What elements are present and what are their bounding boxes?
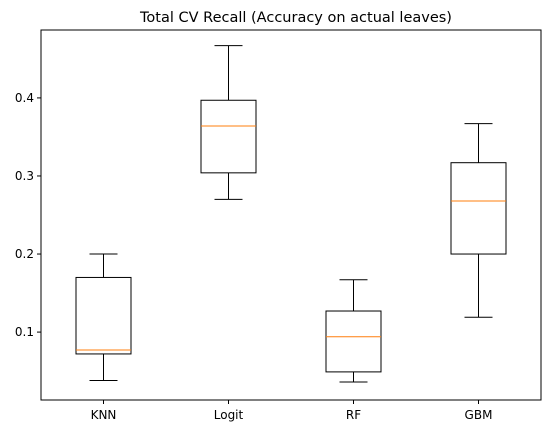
x-tick-label: GBM bbox=[465, 408, 493, 422]
box-group-knn bbox=[75, 253, 132, 381]
plot-area bbox=[75, 45, 507, 383]
y-tick-label: 0.4 bbox=[15, 91, 34, 105]
axes-frame bbox=[40, 29, 542, 401]
x-tick-label: RF bbox=[346, 408, 361, 422]
box-iqr bbox=[325, 310, 382, 373]
x-tick-label: KNN bbox=[91, 408, 117, 422]
y-tick-label: 0.1 bbox=[15, 325, 34, 339]
box-iqr bbox=[75, 276, 132, 355]
y-tick-label: 0.3 bbox=[15, 169, 34, 183]
box-group-gbm bbox=[450, 123, 507, 318]
x-tick-label: Logit bbox=[214, 408, 244, 422]
box-group-logit bbox=[200, 45, 257, 200]
box-iqr bbox=[200, 99, 257, 174]
y-tick-label: 0.2 bbox=[15, 247, 34, 261]
box-iqr bbox=[450, 162, 507, 255]
x-axis: KNN Logit RF GBM bbox=[91, 400, 493, 422]
y-axis: 0.1 0.2 0.3 0.4 bbox=[15, 91, 41, 339]
box-group-rf bbox=[325, 279, 382, 383]
chart-title: Total CV Recall (Accuracy on actual leav… bbox=[139, 10, 452, 26]
